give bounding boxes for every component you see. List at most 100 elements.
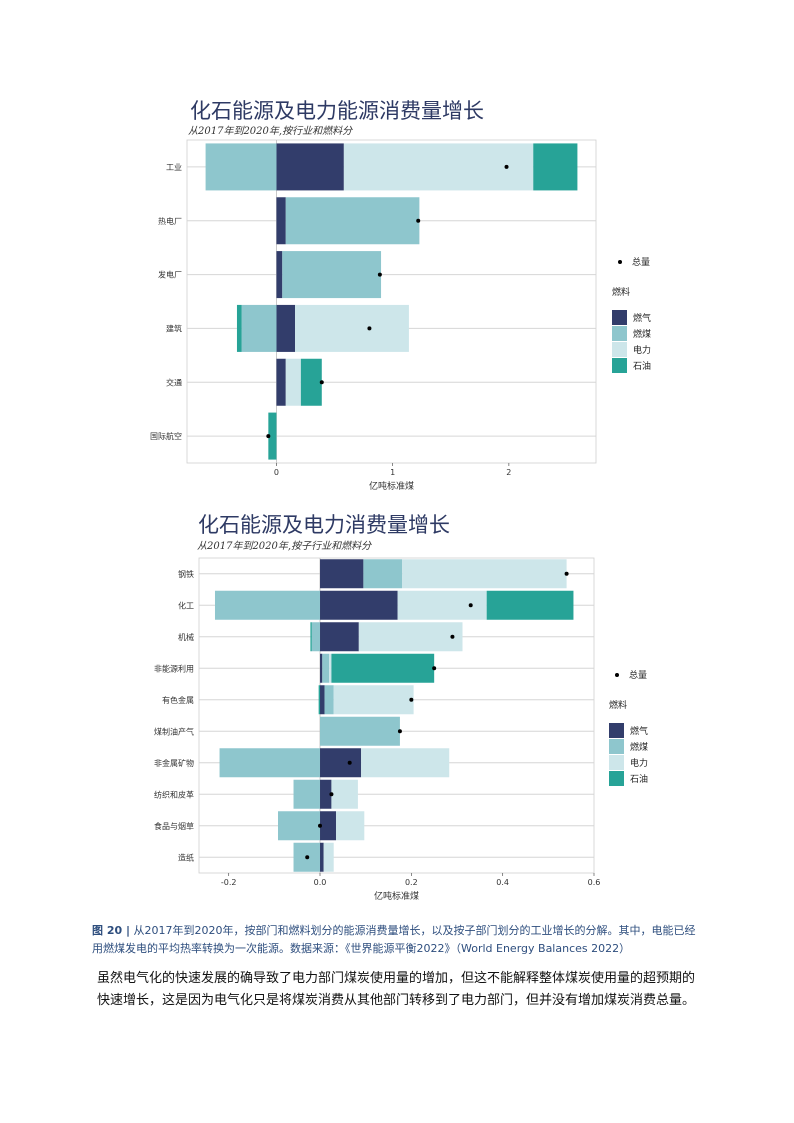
bar-segment bbox=[285, 197, 420, 245]
legend-swatch bbox=[609, 771, 624, 786]
bar-segment bbox=[219, 748, 321, 778]
x-tick-label: 0.2 bbox=[405, 878, 418, 887]
total-point bbox=[432, 666, 437, 671]
bar-segment bbox=[329, 653, 332, 683]
chart-subtitle: 从2017年到2020年,按行业和燃料分 bbox=[188, 125, 353, 137]
category-label: 有色金属 bbox=[162, 695, 194, 705]
body-paragraph: 虽然电气化的快速发展的确导致了电力部门煤炭使用量的增加，但这不能解释整体煤炭使用… bbox=[97, 971, 696, 1008]
caption-text: 从2017年到2020年，按部门和燃料划分的能源消费量增长，以及按子部门划分的工… bbox=[92, 924, 696, 955]
x-tick-label: 0.6 bbox=[588, 878, 601, 887]
bar-segment bbox=[276, 304, 296, 352]
total-point bbox=[329, 792, 334, 797]
bar-segment bbox=[320, 685, 325, 715]
bar-segment bbox=[331, 653, 435, 683]
chart-by-sector-svg: 化石能源及电力能源消费量增长从2017年到2020年,按行业和燃料分工业热电厂发… bbox=[150, 99, 651, 492]
bar-segment bbox=[333, 685, 414, 715]
category-label: 工业 bbox=[166, 162, 182, 172]
total-point bbox=[468, 603, 473, 608]
category-label: 机械 bbox=[178, 632, 194, 642]
caption-label: 图 20 | bbox=[92, 924, 130, 937]
bar-segment bbox=[311, 622, 321, 652]
bar-segment bbox=[320, 653, 323, 683]
x-tick-label: 0.0 bbox=[314, 878, 327, 887]
bar-segment bbox=[276, 197, 286, 245]
legend-item-label: 燃煤 bbox=[633, 328, 651, 340]
bar-segment bbox=[320, 779, 332, 809]
category-label: 食品与烟草 bbox=[154, 821, 194, 831]
bar-segment bbox=[320, 748, 362, 778]
chart-title: 化石能源及电力消费量增长 bbox=[198, 513, 450, 537]
legend-item-label: 燃气 bbox=[630, 725, 648, 737]
total-point bbox=[397, 729, 402, 734]
bar-segment bbox=[293, 779, 321, 809]
x-tick-label: -0.2 bbox=[221, 878, 237, 887]
chart-subtitle: 从2017年到2020年,按子行业和燃料分 bbox=[197, 540, 372, 552]
x-tick-label: 0.4 bbox=[496, 878, 509, 887]
bar-segment bbox=[397, 590, 487, 620]
x-tick-label: 1 bbox=[390, 468, 395, 477]
bar-segment bbox=[295, 304, 409, 352]
bar-segment bbox=[322, 653, 330, 683]
bar-segment bbox=[533, 143, 578, 191]
total-point bbox=[409, 697, 414, 702]
x-axis-label: 亿吨标准煤 bbox=[374, 890, 419, 902]
legend-total-label: 总量 bbox=[632, 256, 650, 268]
total-point bbox=[377, 272, 382, 277]
category-label: 建筑 bbox=[166, 323, 182, 333]
legend-item-label: 石油 bbox=[633, 360, 651, 372]
total-point bbox=[504, 164, 509, 169]
category-label: 造纸 bbox=[178, 852, 194, 862]
bar-segment bbox=[343, 143, 534, 191]
bar-segment bbox=[310, 622, 312, 652]
bar-segment bbox=[285, 358, 301, 406]
total-point bbox=[347, 760, 352, 765]
bar-segment bbox=[320, 811, 336, 841]
bar-segment bbox=[320, 622, 359, 652]
plot-frame bbox=[198, 557, 595, 874]
chart-title: 化石能源及电力能源消费量增长 bbox=[190, 99, 484, 123]
total-point bbox=[319, 380, 324, 385]
bar-segment bbox=[335, 811, 365, 841]
legend-total-marker bbox=[615, 673, 619, 677]
legend-swatch bbox=[612, 358, 627, 373]
total-point bbox=[450, 634, 455, 639]
chart-by-sector: 化石能源及电力能源消费量增长从2017年到2020年,按行业和燃料分工业热电厂发… bbox=[0, 90, 794, 500]
bar-segment bbox=[320, 559, 364, 589]
legend-swatch bbox=[612, 342, 627, 357]
category-label: 非金属矿物 bbox=[154, 758, 194, 768]
bar-segment bbox=[276, 358, 286, 406]
bar-segment bbox=[214, 590, 321, 620]
figure-caption: 图 20 | 从2017年到2020年，按部门和燃料划分的能源消费量增长，以及按… bbox=[92, 922, 704, 958]
total-point bbox=[416, 218, 421, 223]
legend-item-label: 电力 bbox=[633, 344, 651, 356]
category-label: 钢铁 bbox=[178, 569, 194, 579]
bar-segment bbox=[320, 716, 400, 746]
bar-segment bbox=[320, 590, 398, 620]
total-point bbox=[564, 571, 569, 576]
category-label: 化工 bbox=[178, 600, 194, 610]
total-point bbox=[266, 434, 271, 439]
chart-by-subsector: 化石能源及电力消费量增长从2017年到2020年,按子行业和燃料分钢铁化工机械非… bbox=[0, 510, 794, 910]
legend-swatch bbox=[609, 739, 624, 754]
bar-segment bbox=[363, 559, 403, 589]
legend-swatch bbox=[609, 755, 624, 770]
bar-segment bbox=[361, 748, 450, 778]
legend-swatch bbox=[609, 723, 624, 738]
bar-segment bbox=[402, 559, 567, 589]
category-label: 煤制油产气 bbox=[154, 726, 194, 736]
bar-segment bbox=[320, 842, 324, 872]
bar-segment bbox=[276, 251, 283, 299]
x-tick-label: 2 bbox=[506, 468, 511, 477]
x-tick-label: 0 bbox=[274, 468, 279, 477]
legend-title: 燃料 bbox=[609, 699, 627, 711]
bar-segment bbox=[358, 622, 463, 652]
bar-segment bbox=[486, 590, 574, 620]
category-label: 热电厂 bbox=[158, 216, 182, 226]
total-point bbox=[318, 823, 323, 828]
legend-item-label: 燃煤 bbox=[630, 741, 648, 753]
category-label: 交通 bbox=[166, 377, 182, 387]
total-point bbox=[305, 855, 310, 860]
bar-segment bbox=[205, 143, 277, 191]
category-label: 发电厂 bbox=[158, 270, 182, 280]
legend-total-marker bbox=[618, 260, 622, 264]
